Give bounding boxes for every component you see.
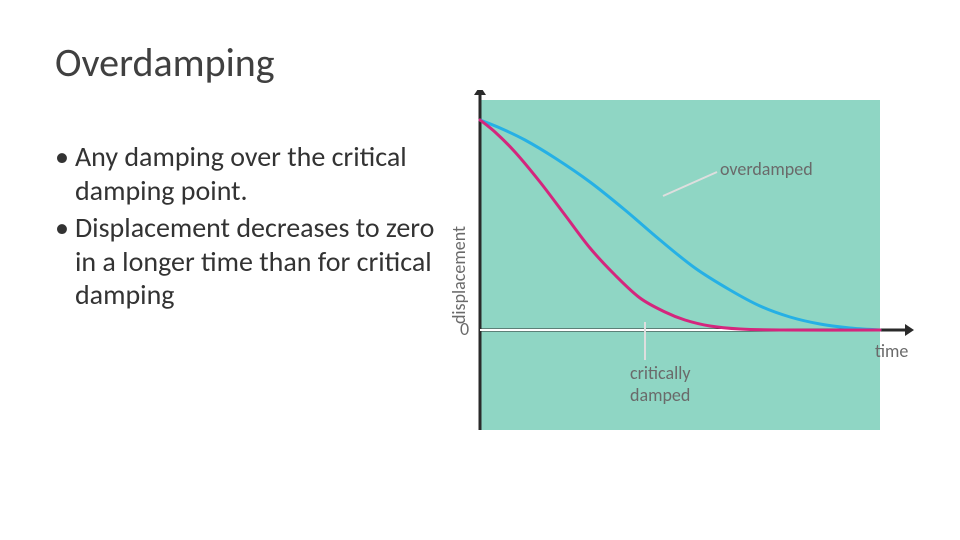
bullet-list: •Any damping over the critical damping p…	[55, 140, 435, 316]
critically-damped-label: critically damped	[630, 362, 691, 406]
bullet-text: Displacement decreases to zero in a long…	[75, 211, 435, 312]
bullet-text: Any damping over the critical damping po…	[75, 140, 435, 207]
slide: Overdamping •Any damping over the critic…	[0, 0, 960, 540]
page-title: Overdamping	[55, 38, 275, 87]
bullet-item: •Any damping over the critical damping p…	[55, 140, 435, 207]
damping-chart: displacement 0 time overdamped criticall…	[450, 90, 920, 460]
bullet-dot-icon: •	[55, 140, 69, 174]
y-axis-label: displacement	[448, 226, 470, 324]
bullet-dot-icon: •	[55, 211, 69, 245]
bullet-item: •Displacement decreases to zero in a lon…	[55, 211, 435, 312]
x-axis-label: time	[875, 340, 908, 362]
origin-label: 0	[460, 318, 469, 340]
overdamped-label: overdamped	[720, 158, 813, 180]
